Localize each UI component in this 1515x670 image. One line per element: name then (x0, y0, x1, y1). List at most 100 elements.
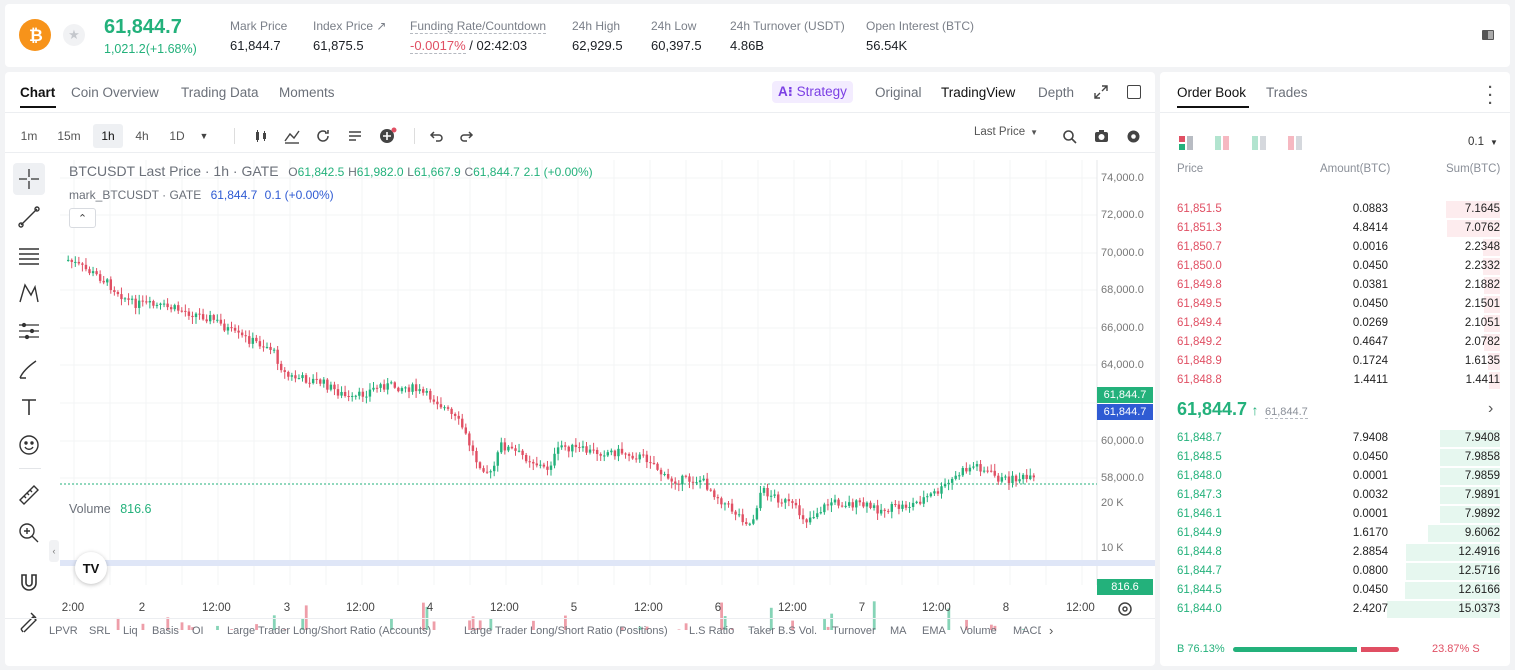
ask-row[interactable]: 61,850.7 0.0016 2.2348 (1160, 238, 1510, 257)
bid-row[interactable]: 61,848.0 0.0001 7.9859 (1160, 467, 1510, 486)
bitcoin-icon[interactable]: ₿ (19, 19, 51, 51)
indicator-volume[interactable]: Volume (960, 625, 997, 637)
indicator-large-trader-long-short-ratio-accounts-[interactable]: Large Trader Long/Short Ratio (Accounts) (227, 625, 432, 637)
tab-order-book[interactable]: Order Book (1177, 85, 1247, 100)
indicators-next-icon[interactable]: › (1049, 623, 1054, 638)
bid-row[interactable]: 61,848.5 0.0450 7.9858 (1160, 448, 1510, 467)
favorite-star-icon[interactable]: ★ (63, 24, 85, 46)
bid-row[interactable]: 61,844.7 0.0800 12.5716 (1160, 562, 1510, 581)
mid-price[interactable]: 61,844.7 ↑ 61,844.7 (1177, 399, 1308, 420)
indicators-icon[interactable] (282, 126, 302, 146)
trend-line-tool-icon[interactable] (13, 201, 45, 233)
candle-body (982, 470, 986, 472)
indicator-macd[interactable]: MACD (1013, 625, 1041, 637)
window-icon[interactable] (1127, 85, 1141, 99)
ask-row[interactable]: 61,850.0 0.0450 2.2332 (1160, 257, 1510, 276)
bid-row[interactable]: 61,844.9 1.6170 9.6062 (1160, 524, 1510, 543)
candle-body (720, 498, 723, 505)
view-depth[interactable]: Depth (1038, 85, 1075, 100)
book-icon[interactable] (1481, 28, 1495, 42)
view-asks-icon[interactable] (1287, 135, 1303, 151)
brush-tool-icon[interactable] (13, 353, 45, 385)
undo-icon[interactable] (426, 126, 446, 146)
indicator-liq[interactable]: Liq (123, 625, 138, 637)
magnet-tool-icon[interactable] (13, 567, 45, 599)
depth-bar (1484, 334, 1500, 351)
candle-body (674, 481, 677, 484)
ruler-tool-icon[interactable] (13, 479, 45, 511)
candlestick-icon[interactable] (251, 126, 271, 146)
indicator-large-trader-long-short-ratio-positions-[interactable]: Large Trader Long/Short Ratio (Positions… (464, 625, 668, 637)
collapse-toolbar-icon[interactable]: ‹ (49, 540, 59, 562)
collapse-legend-button[interactable]: ⌃ (69, 208, 96, 228)
price-chart[interactable] (60, 160, 1155, 630)
bid-row[interactable]: 61,844.0 2.4207 15.0373 (1160, 600, 1510, 619)
funding-rate-label[interactable]: Funding Rate/Countdown (410, 19, 547, 34)
timeframe-4h[interactable]: 4h (135, 129, 149, 143)
candle-body (748, 523, 751, 525)
crosshair-tool-icon[interactable] (13, 163, 45, 195)
more-options-icon[interactable]: · · · (1488, 79, 1493, 112)
timeframe-1d[interactable]: 1D (169, 129, 185, 143)
timeframe-1m[interactable]: 1m (20, 129, 38, 143)
chevron-right-icon[interactable]: › (1488, 400, 1494, 417)
indicator-turnover[interactable]: Turnover (832, 625, 876, 637)
indicator-ema[interactable]: EMA (922, 625, 946, 637)
fibonacci-tool-icon[interactable] (13, 315, 45, 347)
indicator-basis[interactable]: Basis (152, 625, 179, 637)
view-original[interactable]: Original (875, 85, 922, 100)
text-tool-icon[interactable] (13, 391, 45, 423)
tab-trades[interactable]: Trades (1266, 85, 1308, 100)
tab-trading-data[interactable]: Trading Data (181, 85, 259, 100)
search-icon[interactable] (1059, 126, 1079, 146)
ask-row[interactable]: 61,849.5 0.0450 2.1501 (1160, 295, 1510, 314)
camera-icon[interactable] (1091, 126, 1111, 146)
bid-row[interactable]: 61,846.1 0.0001 7.9892 (1160, 505, 1510, 524)
refresh-icon[interactable] (313, 126, 333, 146)
view-bids-asks-icon[interactable] (1214, 135, 1230, 151)
horizontal-lines-tool-icon[interactable] (13, 239, 45, 271)
ask-row[interactable]: 61,851.3 4.8414 7.0762 (1160, 219, 1510, 238)
zoom-in-tool-icon[interactable] (13, 517, 45, 549)
candle-body (141, 300, 144, 302)
tab-coin-overview[interactable]: Coin Overview (71, 85, 159, 100)
bid-row[interactable]: 61,847.3 0.0032 7.9891 (1160, 486, 1510, 505)
expand-icon[interactable] (1094, 85, 1108, 99)
view-tradingview[interactable]: TradingView (941, 85, 1016, 100)
emoji-tool-icon[interactable] (13, 429, 45, 461)
ask-row[interactable]: 61,848.8 1.4411 1.4411 (1160, 371, 1510, 390)
ask-row[interactable]: 61,851.5 0.0883 7.1645 (1160, 200, 1510, 219)
timeframe-dropdown-icon[interactable]: ▼ (199, 131, 209, 141)
indicator-ma[interactable]: MA (890, 625, 907, 637)
pattern-tool-icon[interactable] (13, 277, 45, 309)
timeframe-1h[interactable]: 1h (93, 124, 123, 148)
tab-moments[interactable]: Moments (279, 85, 335, 100)
precision-select[interactable]: 0.1 ▼ (1468, 136, 1498, 148)
view-both-icon[interactable] (1178, 135, 1194, 151)
bid-row[interactable]: 61,844.5 0.0450 12.6166 (1160, 581, 1510, 600)
settings-gear-icon[interactable] (1123, 126, 1143, 146)
lock-drawing-tool-icon[interactable] (13, 605, 45, 637)
indicator-oi[interactable]: OI (192, 625, 204, 637)
indicator-l-s-ratio[interactable]: L.S Ratio (689, 625, 735, 637)
chart-settings-icon[interactable] (1117, 601, 1133, 617)
row-amount: 0.0269 (1352, 317, 1388, 329)
view-bids-icon[interactable] (1251, 135, 1267, 151)
strategy-button[interactable]: A⁝ Strategy (772, 81, 853, 103)
index-price-link[interactable]: Index Price ↗ (313, 19, 387, 33)
ask-row[interactable]: 61,849.2 0.4647 2.0782 (1160, 333, 1510, 352)
ask-row[interactable]: 61,849.8 0.0381 2.1882 (1160, 276, 1510, 295)
price-type-select[interactable]: Last Price ▼ (974, 126, 1038, 138)
ask-row[interactable]: 61,849.4 0.0269 2.1051 (1160, 314, 1510, 333)
add-indicator-icon[interactable] (378, 126, 398, 146)
tab-chart[interactable]: Chart (20, 85, 56, 100)
bid-row[interactable]: 61,844.8 2.8854 12.4916 (1160, 543, 1510, 562)
bid-row[interactable]: 61,848.7 7.9408 7.9408 (1160, 429, 1510, 448)
indicator-taker-b-s-vol-[interactable]: Taker B.S Vol. (748, 625, 818, 637)
template-icon[interactable] (345, 126, 365, 146)
indicator-lpvr[interactable]: LPVR (49, 625, 78, 637)
indicator-srl[interactable]: SRL (89, 625, 111, 637)
timeframe-15m[interactable]: 15m (57, 129, 81, 143)
ask-row[interactable]: 61,848.9 0.1724 1.6135 (1160, 352, 1510, 371)
redo-icon[interactable] (457, 126, 477, 146)
